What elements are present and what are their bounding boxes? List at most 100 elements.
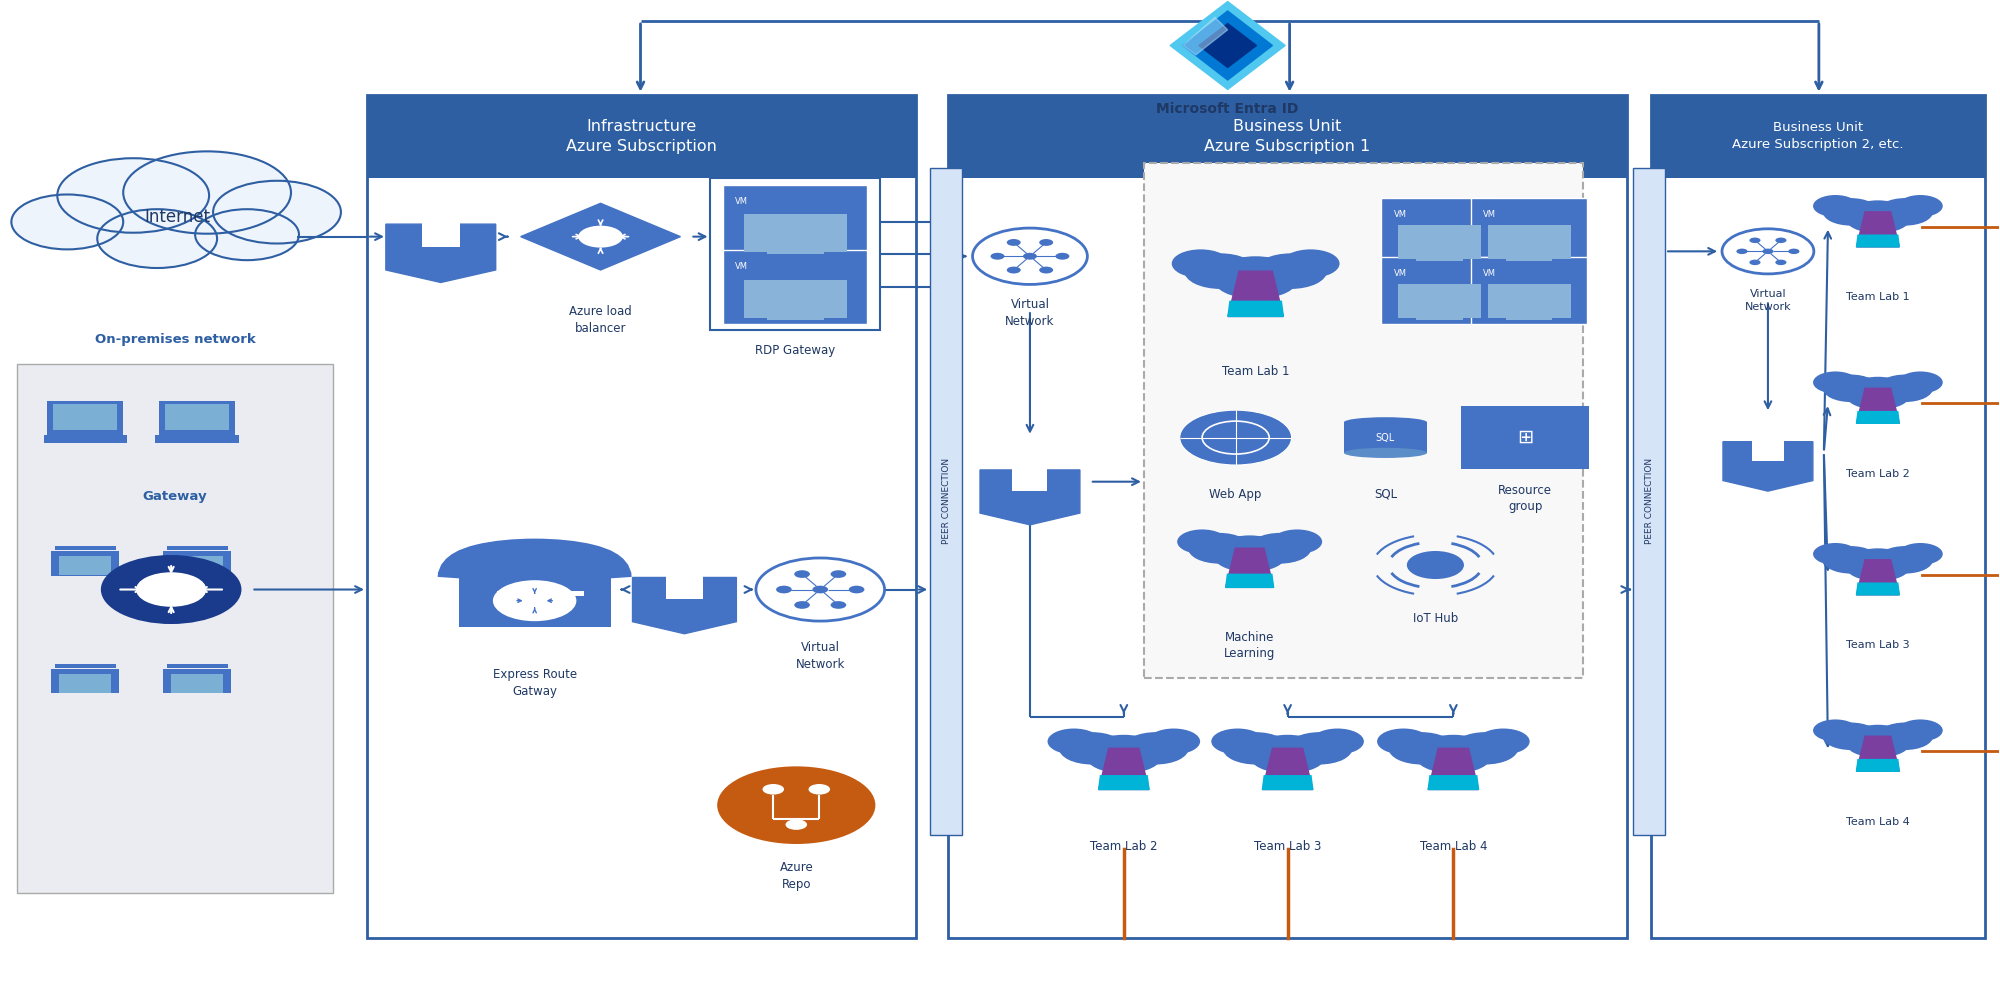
Circle shape xyxy=(214,181,340,244)
Bar xyxy=(52,669,120,693)
Circle shape xyxy=(1814,720,1858,741)
Circle shape xyxy=(1254,254,1328,289)
Polygon shape xyxy=(1262,748,1312,789)
Bar xyxy=(422,221,460,247)
Bar xyxy=(778,244,812,252)
Bar xyxy=(766,250,824,255)
Circle shape xyxy=(1212,728,1264,754)
Bar xyxy=(1516,311,1544,318)
Polygon shape xyxy=(1228,302,1284,317)
Polygon shape xyxy=(1856,235,1900,247)
Circle shape xyxy=(1878,723,1934,750)
Text: Internet: Internet xyxy=(144,208,210,226)
Polygon shape xyxy=(1098,748,1148,789)
Circle shape xyxy=(1006,239,1020,246)
Circle shape xyxy=(1188,533,1250,563)
Polygon shape xyxy=(1262,776,1312,789)
Circle shape xyxy=(1272,530,1322,554)
Bar xyxy=(1426,311,1454,318)
Text: Web App: Web App xyxy=(1210,488,1262,501)
Circle shape xyxy=(1878,547,1934,573)
Polygon shape xyxy=(1856,212,1900,247)
Bar xyxy=(1488,225,1570,260)
Text: Team Lab 3: Team Lab 3 xyxy=(1846,640,1910,651)
Bar xyxy=(166,664,228,668)
Circle shape xyxy=(762,784,784,794)
Text: Business Unit
Azure Subscription 1: Business Unit Azure Subscription 1 xyxy=(1204,119,1370,153)
Circle shape xyxy=(1822,375,1878,402)
Polygon shape xyxy=(1856,736,1900,772)
Circle shape xyxy=(1898,195,1942,217)
Bar xyxy=(1634,168,1666,835)
Bar xyxy=(176,556,218,559)
Bar xyxy=(64,674,106,676)
Polygon shape xyxy=(386,224,496,282)
Text: Team Lab 4: Team Lab 4 xyxy=(1420,839,1488,853)
Polygon shape xyxy=(632,577,736,634)
Polygon shape xyxy=(980,470,1080,525)
Text: Infrastructure
Azure Subscription: Infrastructure Azure Subscription xyxy=(566,119,716,153)
Circle shape xyxy=(1040,239,1054,246)
Text: Microsoft Entra ID: Microsoft Entra ID xyxy=(1156,102,1298,116)
Circle shape xyxy=(1006,266,1020,273)
Text: Virtual
Network: Virtual Network xyxy=(1006,298,1054,328)
Text: Team Lab 2: Team Lab 2 xyxy=(1090,839,1158,853)
Bar xyxy=(1012,468,1048,492)
Text: Team Lab 4: Team Lab 4 xyxy=(1846,817,1910,827)
Polygon shape xyxy=(1226,549,1274,588)
Bar xyxy=(1516,252,1544,259)
Circle shape xyxy=(136,572,206,607)
Circle shape xyxy=(1736,249,1748,254)
Circle shape xyxy=(1084,734,1164,774)
Text: Azure
Repo: Azure Repo xyxy=(780,861,814,891)
Circle shape xyxy=(1212,257,1300,299)
Circle shape xyxy=(1898,372,1942,393)
Circle shape xyxy=(1814,195,1858,217)
Bar xyxy=(1382,258,1498,323)
Circle shape xyxy=(1388,732,1454,765)
Circle shape xyxy=(1378,728,1430,754)
Circle shape xyxy=(1776,260,1786,265)
Text: PEER CONNECTION: PEER CONNECTION xyxy=(1644,458,1654,545)
Circle shape xyxy=(1898,543,1942,565)
Bar xyxy=(1488,284,1570,318)
Circle shape xyxy=(12,195,124,250)
Text: Team Lab 1: Team Lab 1 xyxy=(1222,366,1290,378)
Text: On-premises network: On-premises network xyxy=(94,333,256,346)
Circle shape xyxy=(1898,720,1942,741)
Circle shape xyxy=(1822,199,1878,225)
Bar xyxy=(366,94,916,938)
Circle shape xyxy=(776,586,792,594)
Bar xyxy=(1416,316,1462,319)
Circle shape xyxy=(756,558,884,621)
Circle shape xyxy=(1822,547,1878,573)
Bar xyxy=(1382,199,1498,265)
Ellipse shape xyxy=(1344,417,1428,428)
Polygon shape xyxy=(1428,776,1478,789)
Polygon shape xyxy=(1182,18,1228,55)
Circle shape xyxy=(1776,238,1786,243)
Bar xyxy=(724,251,868,324)
Circle shape xyxy=(1122,732,1188,765)
Text: IoT Hub: IoT Hub xyxy=(1412,612,1458,625)
Circle shape xyxy=(1048,728,1100,754)
Circle shape xyxy=(972,228,1088,284)
Bar xyxy=(160,401,236,435)
Bar xyxy=(1752,439,1784,461)
Text: RDP Gateway: RDP Gateway xyxy=(756,279,836,292)
Bar xyxy=(724,185,868,259)
Polygon shape xyxy=(1856,560,1900,595)
Text: Gateway: Gateway xyxy=(142,490,208,503)
Bar xyxy=(1426,252,1454,259)
Polygon shape xyxy=(1428,748,1478,789)
Circle shape xyxy=(1878,199,1934,225)
Circle shape xyxy=(1022,253,1036,260)
Circle shape xyxy=(1878,375,1934,402)
Circle shape xyxy=(990,253,1004,260)
Circle shape xyxy=(100,555,242,624)
Bar xyxy=(778,310,812,317)
Circle shape xyxy=(1178,530,1228,554)
Circle shape xyxy=(830,570,846,578)
Circle shape xyxy=(1750,238,1760,243)
Circle shape xyxy=(1814,372,1858,393)
